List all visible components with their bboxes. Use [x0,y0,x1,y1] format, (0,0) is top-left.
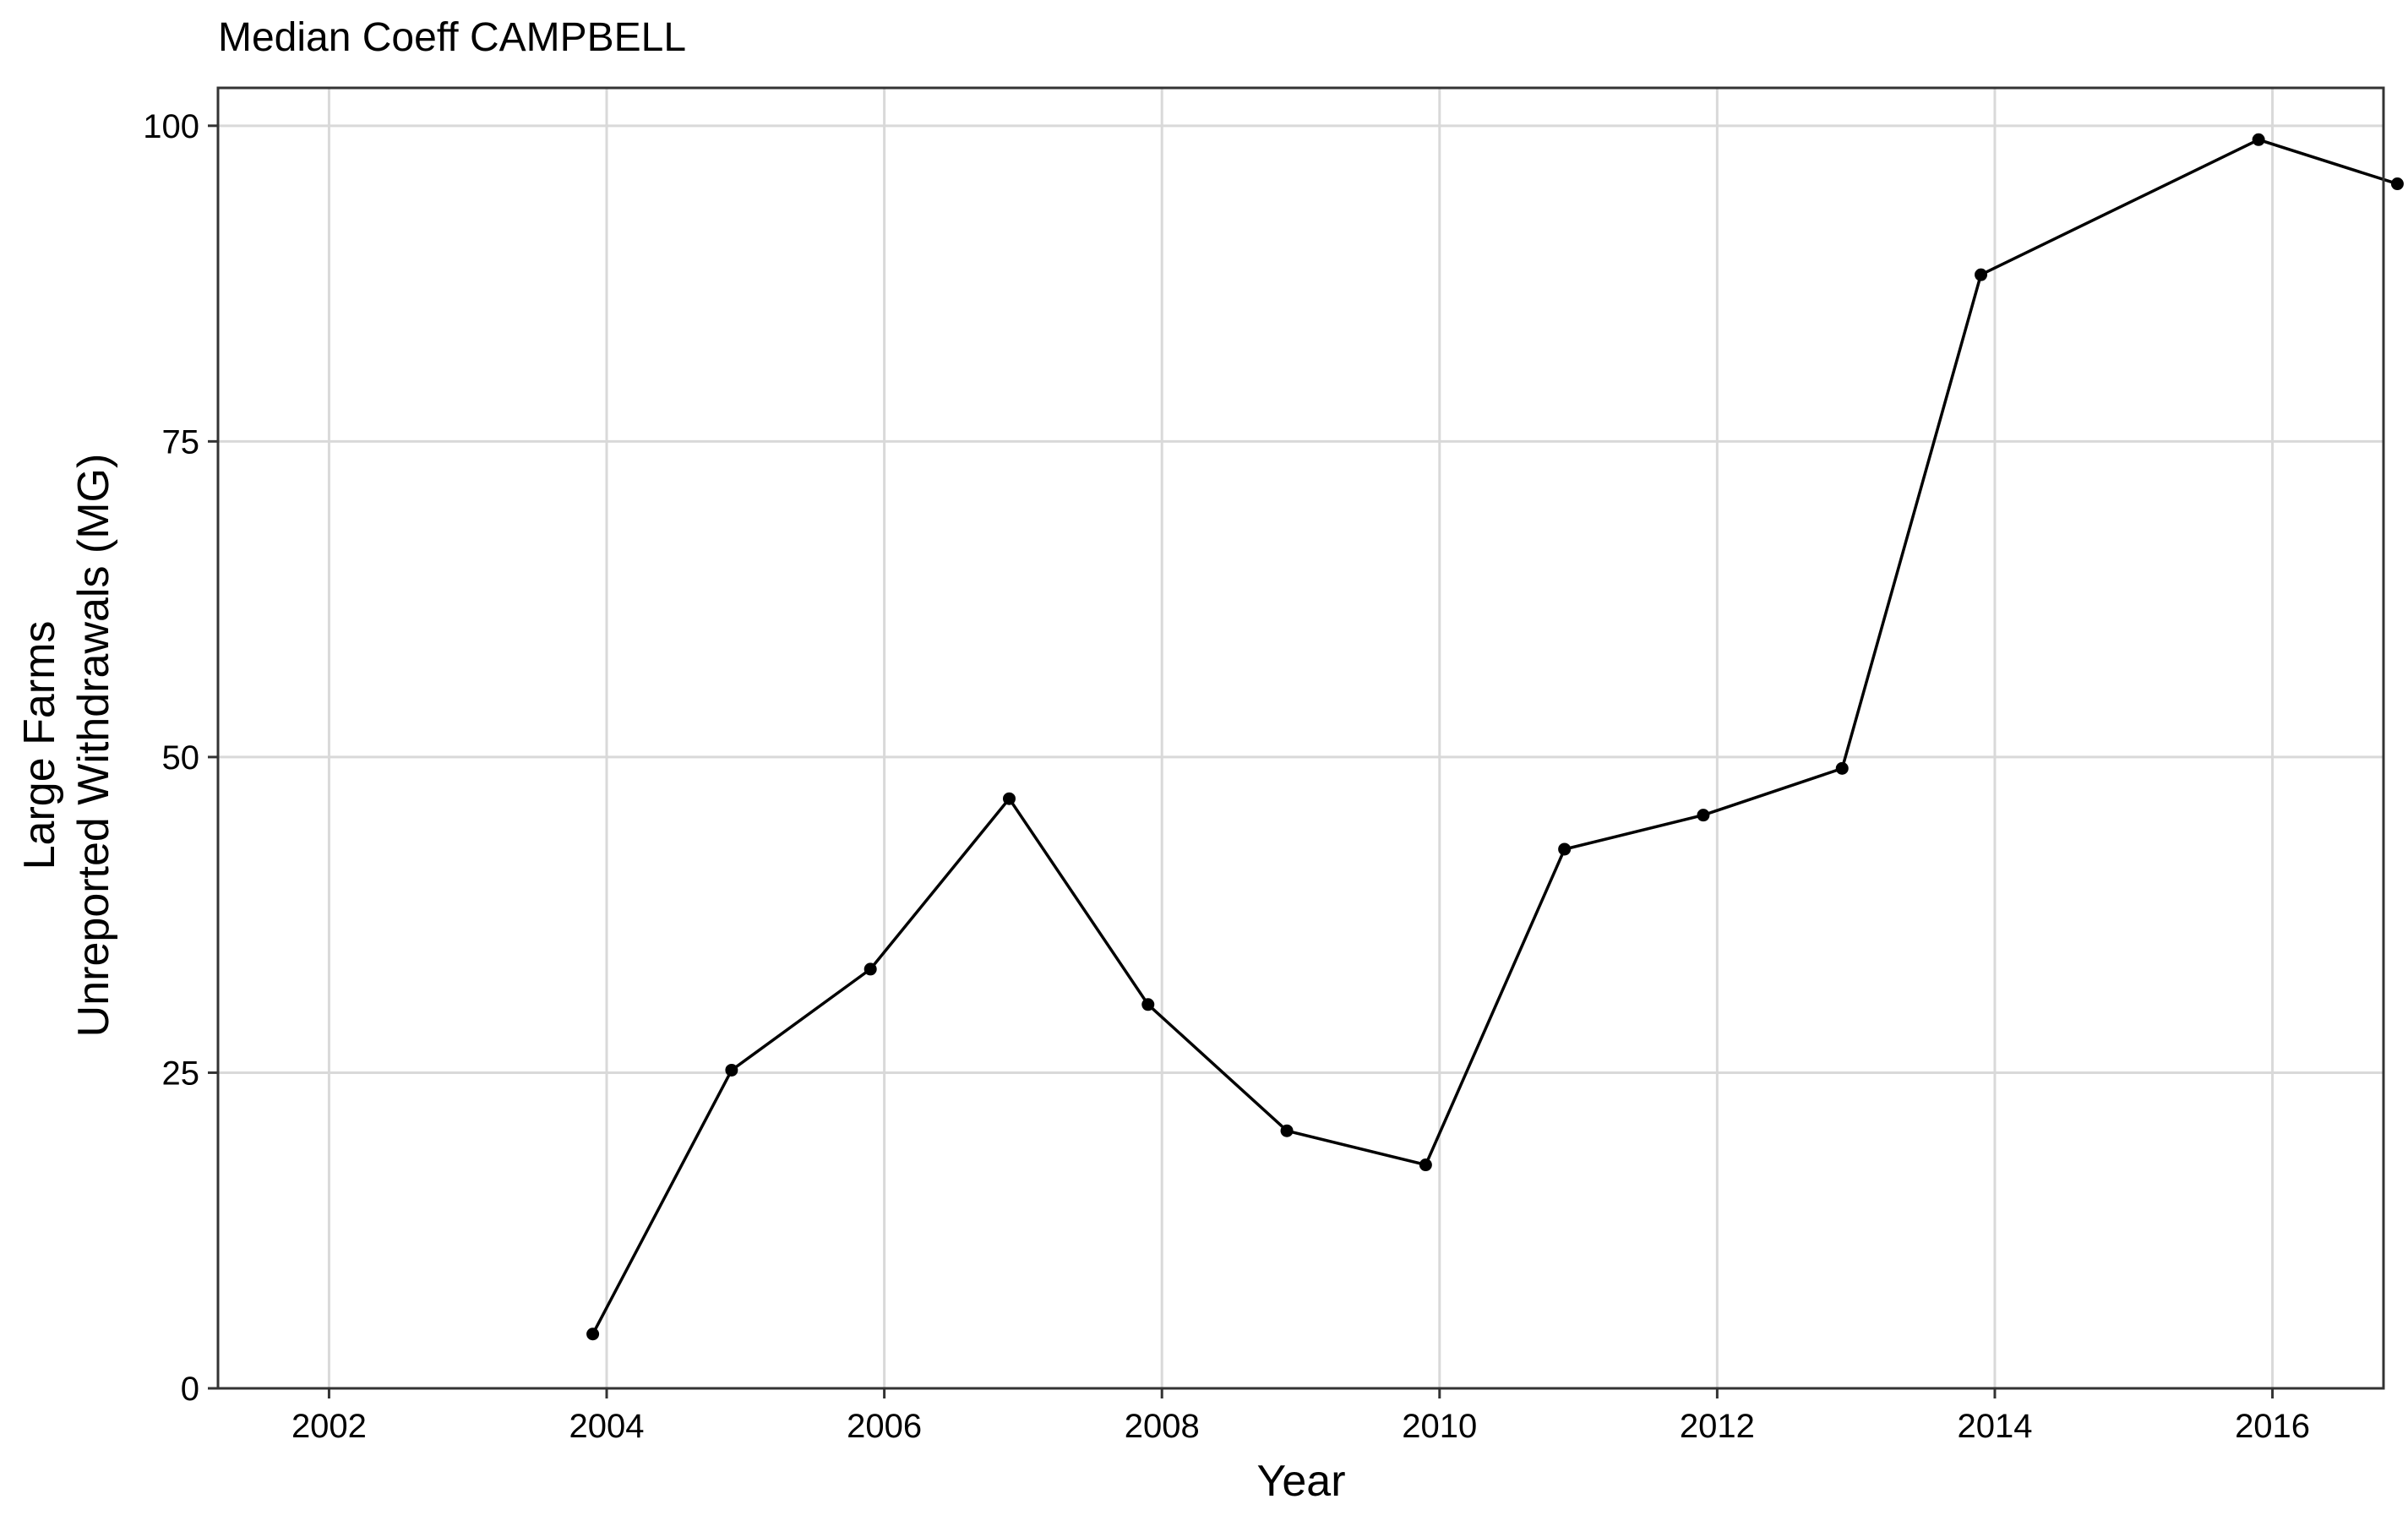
data-point [1558,842,1572,856]
data-point [1280,1124,1294,1137]
y-tick-label: 0 [181,1371,199,1408]
x-tick-label: 2004 [569,1408,645,1445]
plot-panel [216,86,2385,1390]
data-point [1697,809,1710,822]
x-tick-label: 2006 [847,1408,922,1445]
y-tick-label: 50 [162,739,200,777]
series-line [591,138,2398,1335]
x-tick-label: 2012 [1680,1408,1755,1445]
x-axis-title: Year [1256,1457,1345,1506]
data-point [725,1063,738,1077]
data-point [586,1327,600,1341]
y-axis-title-line-1: Large Farms [15,621,64,870]
grid [218,88,2383,1390]
data-point [2252,133,2265,146]
x-tick-label: 2002 [291,1408,367,1445]
y-tick-label: 25 [162,1055,200,1092]
y-axis-title-line-2: Unreported Withdrawals (MG) [69,454,118,1038]
chart-title: Median Coeff CAMPBELL [218,15,686,60]
data-point [864,962,877,976]
y-tick-label: 75 [162,423,200,461]
x-tick-label: 2008 [1125,1408,1200,1445]
x-tick-label: 2014 [1957,1408,2032,1445]
data-point [1002,792,1016,805]
series-layer [586,133,2404,1341]
data-point [1975,268,1988,281]
data-point [1835,761,1849,775]
data-point [1141,998,1155,1011]
axes: 0 25 50 75 100 2002 2004 2006 2008 2010 2012 2014 20… [143,108,2310,1445]
x-tick-label: 2016 [2235,1408,2310,1445]
x-tick-label: 2010 [1402,1408,1477,1445]
data-point [2390,177,2404,191]
data-point [1419,1158,1432,1172]
y-tick-label: 100 [143,108,199,145]
